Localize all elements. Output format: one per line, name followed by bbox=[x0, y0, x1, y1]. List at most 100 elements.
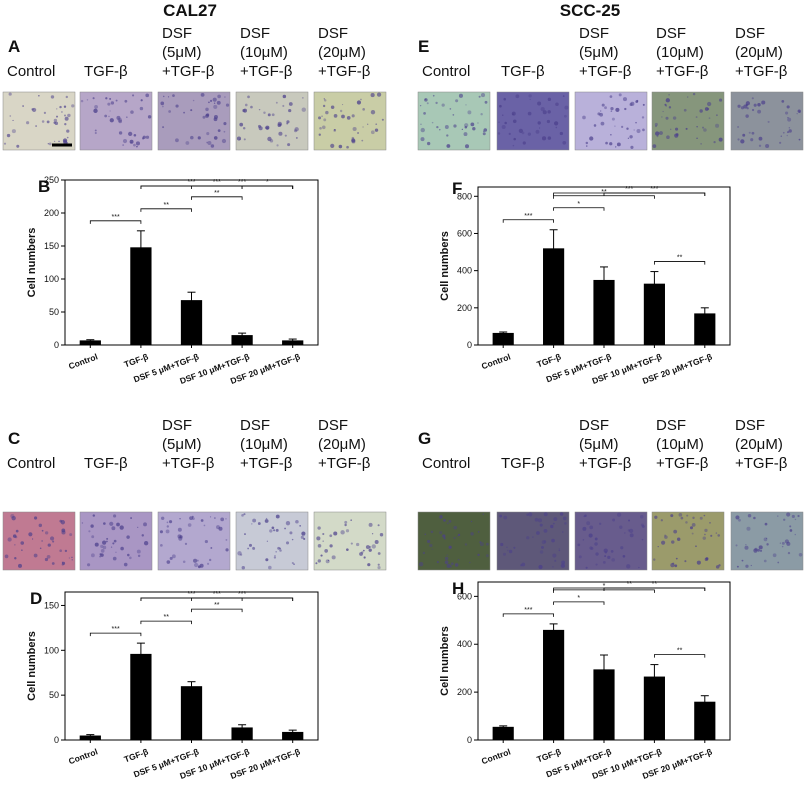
significance-label: *** bbox=[524, 213, 532, 220]
micrograph-cell bbox=[244, 103, 248, 107]
micrograph-cell bbox=[603, 548, 608, 553]
micrograph bbox=[651, 91, 725, 151]
micrograph-cell bbox=[129, 556, 132, 560]
micrograph-cell bbox=[751, 131, 755, 135]
significance-label: *** bbox=[187, 591, 195, 598]
significance-label: * bbox=[266, 179, 269, 186]
y-tick-label: 0 bbox=[54, 735, 59, 745]
micrograph-cell bbox=[528, 94, 532, 98]
micrograph-cell bbox=[753, 548, 758, 553]
micrograph-cell bbox=[798, 553, 803, 557]
micrograph-cell bbox=[356, 100, 362, 105]
micrograph-cell bbox=[747, 513, 752, 518]
significance-label: ** bbox=[652, 581, 658, 588]
micrograph-cell bbox=[444, 125, 449, 129]
significance-bracket bbox=[89, 632, 142, 637]
micrograph-cell bbox=[92, 97, 95, 100]
significance-label: ** bbox=[163, 614, 169, 621]
micrograph-cell bbox=[453, 536, 456, 540]
micrograph-cell bbox=[699, 516, 703, 520]
significance-bracket bbox=[140, 185, 294, 189]
micrograph-cell bbox=[293, 129, 298, 133]
micrograph-cell bbox=[590, 547, 594, 551]
y-axis-label: Cell numbers bbox=[26, 228, 38, 298]
micrograph-cell bbox=[480, 93, 486, 98]
bar bbox=[543, 248, 565, 345]
significance-label: *** bbox=[112, 214, 120, 221]
micrograph-cell bbox=[68, 557, 71, 559]
micrograph-cell bbox=[766, 543, 769, 546]
micrograph-cell bbox=[448, 520, 452, 523]
image-header: TGF-β bbox=[501, 455, 545, 472]
micrograph-cell bbox=[659, 131, 663, 135]
micrograph-cell bbox=[454, 563, 459, 567]
micrograph-cell bbox=[265, 558, 269, 562]
bar bbox=[79, 340, 101, 345]
image-header: (5μM) bbox=[579, 44, 618, 61]
micrograph-cell bbox=[559, 131, 564, 136]
micrograph-cell bbox=[376, 92, 382, 97]
micrograph-cell bbox=[197, 136, 201, 140]
y-tick-label: 400 bbox=[457, 639, 472, 649]
micrograph-cell bbox=[43, 111, 47, 115]
micrograph-cell bbox=[267, 136, 272, 142]
significance-label: ** bbox=[677, 648, 683, 655]
micrograph-cell bbox=[225, 548, 229, 552]
micrograph-cell bbox=[66, 136, 69, 139]
micrograph-cell bbox=[62, 138, 68, 143]
micrograph-cell bbox=[316, 536, 321, 541]
micrograph-cell bbox=[355, 542, 360, 547]
micrograph-cell bbox=[777, 561, 780, 564]
significance-label: *** bbox=[112, 626, 120, 633]
micrograph-cell bbox=[527, 132, 532, 136]
micrograph-cell bbox=[582, 526, 587, 531]
micrograph-cell bbox=[619, 525, 623, 529]
micrograph-cell bbox=[718, 137, 723, 142]
significance-label: *** bbox=[238, 179, 246, 186]
micrograph-cell bbox=[470, 532, 474, 536]
image-header: (10μM) bbox=[656, 44, 704, 61]
micrograph-cell bbox=[287, 143, 291, 147]
micrograph-cell bbox=[642, 103, 645, 106]
micrograph-cell bbox=[537, 121, 541, 125]
micrograph-cell bbox=[446, 134, 449, 137]
micrograph-cell bbox=[9, 115, 12, 117]
micrograph-cell bbox=[377, 552, 381, 555]
micrograph-cell bbox=[47, 543, 51, 547]
micrograph-cell bbox=[317, 544, 322, 548]
micrograph-cell bbox=[258, 108, 261, 111]
x-tick-label: Control bbox=[67, 351, 99, 371]
micrograph-cell bbox=[333, 128, 336, 131]
micrograph-cell bbox=[507, 549, 509, 552]
micrograph-cell bbox=[374, 128, 379, 132]
micrograph-cell bbox=[282, 94, 287, 99]
micrograph-cell bbox=[331, 555, 336, 560]
micrograph-cell bbox=[640, 515, 644, 519]
micrograph-cell bbox=[672, 116, 677, 120]
micrograph-cell bbox=[436, 560, 439, 564]
micrograph-cell bbox=[657, 545, 659, 548]
micrograph-cell bbox=[213, 517, 216, 520]
significance-bracket bbox=[502, 613, 554, 617]
micrograph-cell bbox=[118, 119, 122, 124]
micrograph-cell bbox=[322, 540, 324, 542]
micrograph-cell bbox=[346, 145, 349, 149]
significance-bracket bbox=[553, 192, 706, 196]
micrograph-cell bbox=[538, 127, 541, 129]
error-bar bbox=[288, 338, 297, 342]
micrograph-cell bbox=[502, 552, 507, 556]
micrograph-cell bbox=[178, 536, 183, 541]
micrograph-cell bbox=[88, 530, 91, 533]
micrograph-cell bbox=[472, 127, 476, 131]
micrograph-cell bbox=[708, 117, 711, 119]
micrograph-cell bbox=[757, 109, 762, 114]
micrograph-cell bbox=[53, 118, 58, 123]
micrograph-cell bbox=[284, 527, 286, 530]
micrograph-cell bbox=[685, 521, 688, 524]
micrograph-cell bbox=[757, 102, 761, 107]
micrograph-cell bbox=[691, 532, 694, 535]
micrograph-cell bbox=[664, 535, 668, 539]
micrograph-cell bbox=[547, 110, 551, 114]
significance-label: *** bbox=[524, 607, 532, 614]
micrograph-cell bbox=[600, 110, 602, 112]
